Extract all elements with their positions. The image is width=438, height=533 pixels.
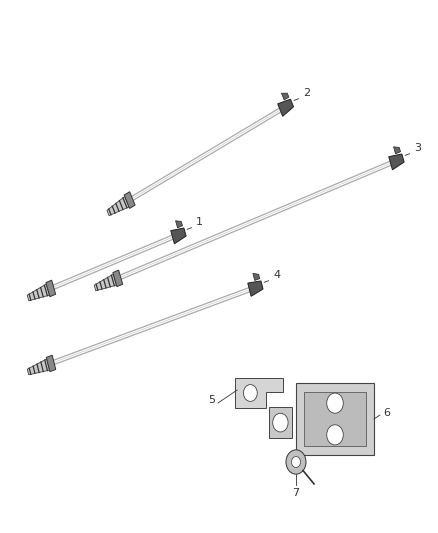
Circle shape bbox=[273, 413, 288, 432]
Polygon shape bbox=[268, 407, 292, 439]
Polygon shape bbox=[107, 197, 129, 216]
Polygon shape bbox=[94, 274, 117, 291]
Text: 7: 7 bbox=[293, 488, 300, 498]
Text: 4: 4 bbox=[273, 270, 280, 280]
Polygon shape bbox=[278, 99, 293, 116]
Polygon shape bbox=[171, 228, 186, 244]
Polygon shape bbox=[304, 392, 366, 446]
Polygon shape bbox=[27, 359, 49, 375]
Polygon shape bbox=[113, 270, 123, 287]
Polygon shape bbox=[176, 221, 183, 228]
Text: 6: 6 bbox=[383, 408, 390, 418]
Text: 5: 5 bbox=[208, 395, 215, 405]
Polygon shape bbox=[46, 355, 56, 372]
Polygon shape bbox=[389, 154, 404, 170]
Circle shape bbox=[286, 450, 306, 474]
Polygon shape bbox=[296, 383, 374, 455]
Text: 3: 3 bbox=[414, 143, 421, 152]
Polygon shape bbox=[235, 378, 283, 408]
Circle shape bbox=[327, 393, 343, 413]
Circle shape bbox=[292, 457, 300, 467]
Polygon shape bbox=[124, 192, 135, 208]
Polygon shape bbox=[27, 284, 49, 301]
Polygon shape bbox=[253, 273, 260, 280]
Polygon shape bbox=[282, 93, 289, 100]
Polygon shape bbox=[393, 147, 400, 154]
Circle shape bbox=[244, 385, 257, 401]
Polygon shape bbox=[46, 280, 56, 297]
Text: 2: 2 bbox=[303, 87, 310, 98]
Polygon shape bbox=[248, 281, 263, 296]
Circle shape bbox=[327, 425, 343, 445]
Text: 1: 1 bbox=[196, 217, 203, 227]
